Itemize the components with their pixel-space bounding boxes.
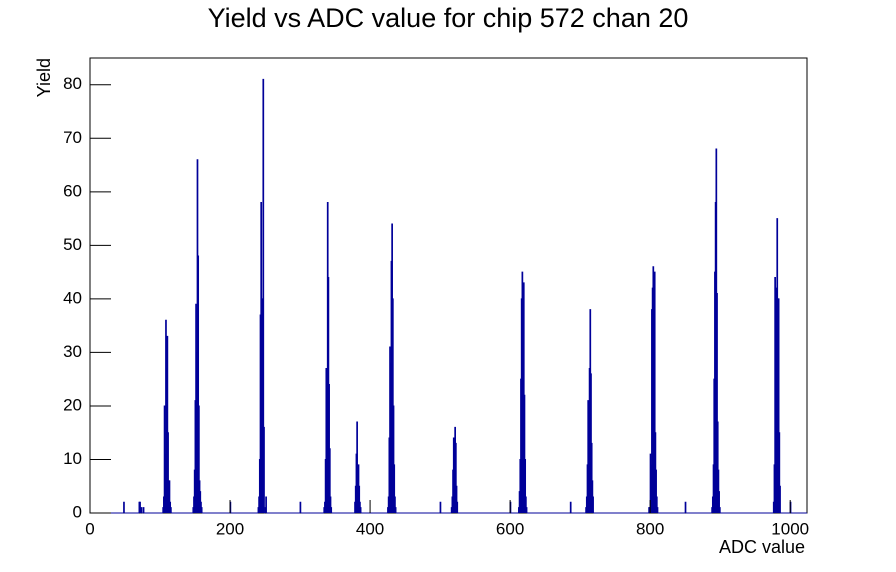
x-axis-label: ADC value	[719, 537, 805, 557]
bar	[778, 432, 781, 513]
bar	[262, 78, 265, 513]
bar	[200, 507, 203, 513]
y-tick-label: 60	[63, 181, 82, 200]
bar	[198, 405, 200, 513]
bar	[263, 426, 265, 513]
bar	[655, 469, 657, 513]
bar	[684, 501, 687, 513]
bar	[655, 496, 658, 513]
bar	[140, 507, 143, 513]
bar	[779, 485, 781, 513]
bar	[139, 501, 141, 513]
y-tick-label: 10	[63, 449, 82, 468]
bar	[392, 405, 395, 513]
bar	[524, 458, 527, 513]
bar	[455, 485, 458, 513]
y-tick-label: 0	[73, 502, 82, 521]
bar	[456, 501, 459, 513]
bar	[330, 507, 333, 513]
bar	[328, 448, 331, 513]
y-axis-label: Yield	[34, 58, 54, 97]
chart-title: Yield vs ADC value for chip 572 chan 20	[208, 3, 689, 33]
bar	[590, 442, 593, 513]
bar	[197, 255, 200, 513]
bar	[718, 491, 720, 513]
x-tick-label: 1000	[771, 519, 809, 538]
bar	[358, 485, 361, 513]
bar	[299, 501, 302, 513]
y-tick-label: 40	[63, 288, 82, 307]
bar	[523, 394, 526, 513]
bar	[167, 432, 169, 513]
y-tick-label: 50	[63, 235, 82, 254]
bar	[142, 507, 145, 513]
y-tick-label: 20	[63, 395, 82, 414]
bar	[394, 507, 397, 513]
bar	[166, 335, 169, 513]
bar	[592, 496, 594, 513]
x-tick-label: 800	[636, 519, 664, 538]
bar	[359, 507, 362, 513]
bar	[777, 298, 780, 513]
bar	[656, 507, 659, 513]
bar	[718, 507, 721, 513]
bar	[455, 442, 457, 513]
x-tick-label: 0	[85, 519, 94, 538]
bar	[123, 501, 125, 513]
bar	[439, 501, 442, 513]
y-tick-label: 30	[63, 342, 82, 361]
x-tick-label: 600	[496, 519, 524, 538]
x-tick-label: 200	[216, 519, 244, 538]
bar	[393, 464, 396, 513]
bar	[356, 421, 358, 513]
bar	[394, 496, 396, 513]
bar	[569, 501, 572, 513]
bar	[716, 421, 719, 513]
x-tick-label: 400	[356, 519, 384, 538]
bar	[168, 480, 171, 513]
bar	[525, 507, 528, 513]
bar	[716, 293, 718, 513]
bar	[525, 496, 527, 513]
y-tick-label: 70	[63, 128, 82, 147]
y-tick-label: 80	[63, 74, 82, 93]
bar	[265, 496, 267, 513]
bar	[170, 507, 172, 513]
bar	[653, 271, 656, 513]
bar	[329, 496, 332, 513]
